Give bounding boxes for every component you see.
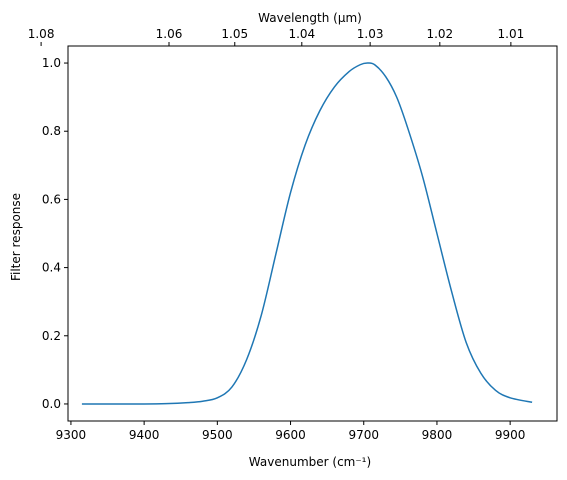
x-tick-label: 9900 [495,428,526,442]
top-tick-label: 1.04 [288,27,315,41]
y-ticks: 0.0 0.2 0.4 0.6 0.8 1.0 [42,56,68,411]
x-tick-label: 9400 [129,428,160,442]
top-tick-label: 1.01 [498,27,525,41]
top-tick-label: 1.06 [156,27,183,41]
y-tick-label: 1.0 [42,56,61,70]
y-tick-label: 0.6 [42,192,61,206]
y-tick-label: 0.8 [42,124,61,138]
x-tick-label: 9300 [56,428,87,442]
top-tick-label: 1.08 [28,27,55,41]
x-tick-label: 9800 [422,428,453,442]
x-tick-label: 9500 [202,428,233,442]
x-axis-label: Wavenumber (cm⁻¹) [249,455,371,469]
x-tick-label: 9600 [275,428,306,442]
y-tick-label: 0.2 [42,329,61,343]
x-tick-label: 9700 [348,428,379,442]
y-axis-label: Filter response [9,193,23,281]
top-tick-label: 1.05 [221,27,248,41]
top-x-axis-label: Wavelength (μm) [258,11,362,25]
y-tick-label: 0.0 [42,397,61,411]
y-tick-label: 0.4 [42,261,61,275]
top-tick-label: 1.02 [426,27,453,41]
top-x-ticks: 1.08 1.06 1.05 1.04 1.03 1.02 1.01 [28,27,524,46]
top-tick-label: 1.03 [357,27,384,41]
bottom-x-ticks: 9300 9400 9500 9600 9700 9800 9900 [56,421,526,442]
plot-frame [67,45,558,422]
filter-response-line [81,62,533,405]
